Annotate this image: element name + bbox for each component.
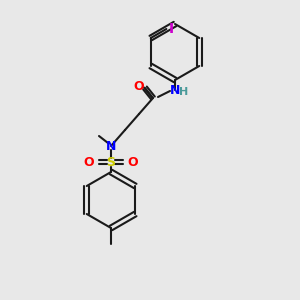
Text: N: N <box>106 140 116 152</box>
Text: O: O <box>84 155 94 169</box>
Text: O: O <box>134 80 144 92</box>
Text: S: S <box>106 155 116 169</box>
Text: O: O <box>128 155 138 169</box>
Text: H: H <box>179 87 189 97</box>
Text: N: N <box>170 83 180 97</box>
Text: I: I <box>168 22 173 36</box>
